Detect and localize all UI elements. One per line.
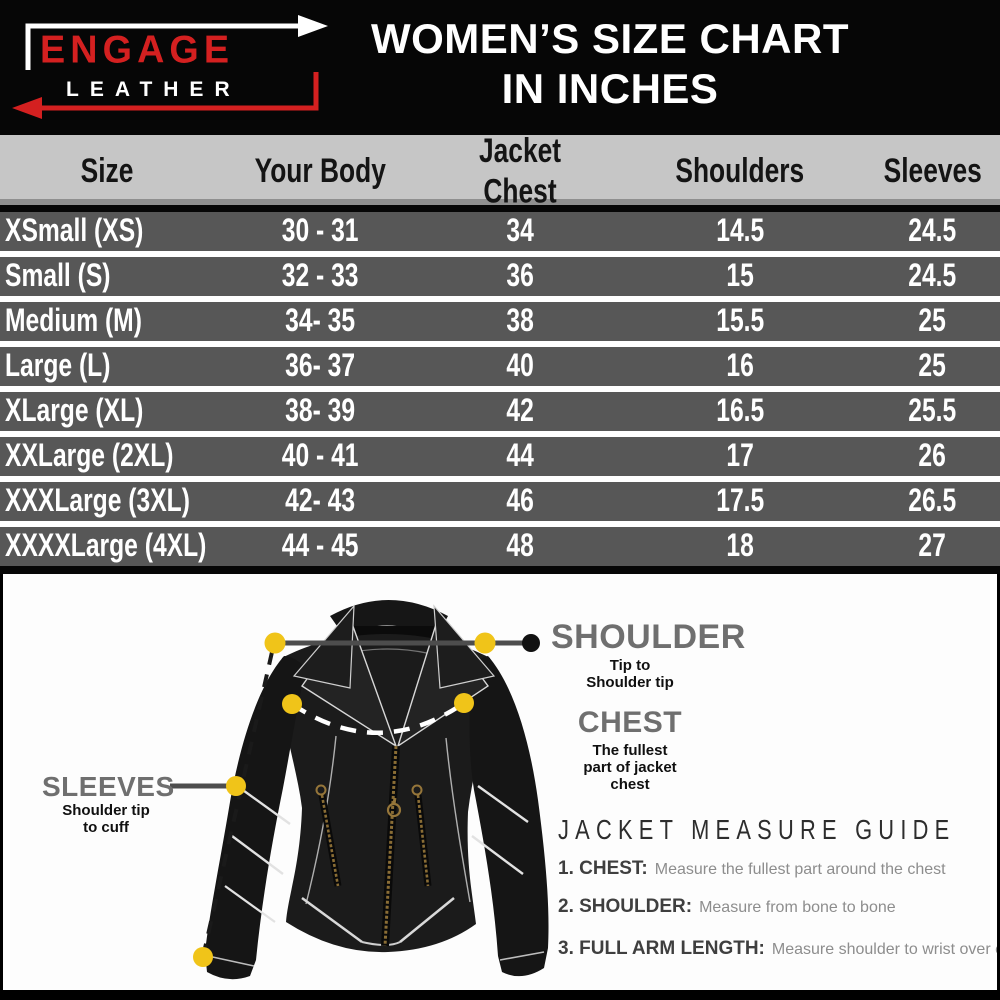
measurement-annotations	[170, 632, 540, 967]
table-row: Medium (M) 34- 35 38 15.5 25	[0, 302, 1000, 347]
guide-item-arm-length: 3. FULL ARM LENGTH: Measure shoulder to w…	[558, 938, 1000, 960]
column-header-sleeves: Sleeves	[883, 150, 982, 191]
guide-item-text: Measure from bone to bone	[699, 899, 896, 916]
logo-arrowhead-left-icon	[12, 97, 42, 119]
chest-measure-dashed-arc	[290, 701, 466, 735]
column-header-your-body: Your Body	[254, 150, 386, 191]
measure-guide-title: JACKET MEASURE GUIDE	[558, 814, 956, 845]
guide-item-label: 1. CHEST:	[558, 858, 648, 879]
guide-item-label: 2. SHOULDER:	[558, 896, 693, 917]
left-border	[0, 574, 3, 990]
column-header-shoulders: Shoulders	[675, 150, 805, 191]
shoulder-pointer-dot	[522, 634, 540, 652]
sleeves-label: SLEEVES	[42, 771, 175, 802]
measure-dot-chest-left	[282, 694, 302, 714]
sleeve-measure-dashed-line	[201, 651, 274, 958]
shoulder-label: SHOULDER	[551, 618, 746, 656]
table-row: XXLarge (2XL) 40 - 41 44 17 26	[0, 437, 1000, 482]
measure-dot-shoulder-left	[264, 632, 286, 654]
measure-dot-chest-right	[454, 693, 474, 713]
jacket-right-pocket-zipper	[416, 794, 430, 887]
page-title-line2: IN INCHES	[501, 65, 719, 113]
brand-logo: ENGAGE LEATHER	[8, 6, 338, 128]
jacket-right-sleeve	[468, 656, 549, 977]
table-header-row: Size Your Body Jacket Chest Shoulders Sl…	[0, 130, 1000, 211]
table-row: XXXLarge (3XL) 42- 43 46 17.5 26.5	[0, 482, 1000, 527]
guide-item-shoulder: 2. SHOULDER: Measure from bone to bone	[558, 896, 896, 918]
measure-dot-sleeve-mid	[226, 776, 246, 796]
column-header-jacket-chest: Jacket Chest	[478, 130, 562, 211]
chest-sublabel: The fullest part of jacket chest	[583, 742, 677, 793]
jacket-left-sleeve	[205, 656, 306, 980]
table-row: XXXXLarge (4XL) 44 - 45 48 18 27	[0, 527, 1000, 566]
guide-item-label: 3. FULL ARM LENGTH:	[558, 938, 765, 959]
logo-arrows-graphic	[12, 15, 328, 119]
column-header-size: Size	[81, 150, 134, 191]
jacket-main-zipper	[383, 745, 398, 947]
jacket-illustration	[205, 600, 549, 980]
page-title: WOMEN’S SIZE CHART IN INCHES	[350, 14, 870, 115]
size-table: XSmall (XS) 30 - 31 34 14.5 24.5 Small (…	[0, 212, 1000, 566]
logo-arrowhead-right-icon	[298, 15, 328, 37]
header: ENGAGE LEATHER WOMEN’S SIZE CHART IN INC…	[0, 0, 1000, 135]
shoulder-sublabel: Tip to Shoulder tip	[586, 657, 674, 691]
measure-diagram-section: SHOULDER Tip to Shoulder tip CHEST The f…	[0, 574, 1000, 990]
table-row: Small (S) 32 - 33 36 15 24.5	[0, 257, 1000, 302]
jacket-diagram-graphic	[170, 600, 549, 980]
table-row: XSmall (XS) 30 - 31 34 14.5 24.5	[0, 212, 1000, 257]
measure-dot-sleeve-cuff	[193, 947, 213, 967]
jacket-left-pocket-zipper	[320, 794, 340, 887]
logo-brand-name: ENGAGE	[40, 28, 235, 72]
page-title-line1: WOMEN’S SIZE CHART	[371, 15, 849, 62]
sleeves-sublabel: Shoulder tip to cuff	[62, 802, 150, 836]
guide-item-text: Measure shoulder to wrist over elbow	[771, 941, 1000, 958]
table-row: Large (L) 36- 37 40 16 25	[0, 347, 1000, 392]
right-border	[997, 574, 1000, 990]
guide-item-text: Measure the fullest part around the ches…	[654, 861, 946, 878]
guide-item-chest: 1. CHEST: Measure the fullest part around…	[558, 858, 946, 880]
bottom-black-bar	[0, 990, 1000, 1000]
chest-label: CHEST	[577, 706, 683, 739]
measure-dot-shoulder-right	[474, 632, 496, 654]
logo-arrow-white	[25, 23, 302, 70]
logo-brand-sub: LEATHER	[66, 78, 241, 101]
logo-arrow-red	[38, 72, 319, 111]
table-row: XLarge (XL) 38- 39 42 16.5 25.5	[0, 392, 1000, 437]
